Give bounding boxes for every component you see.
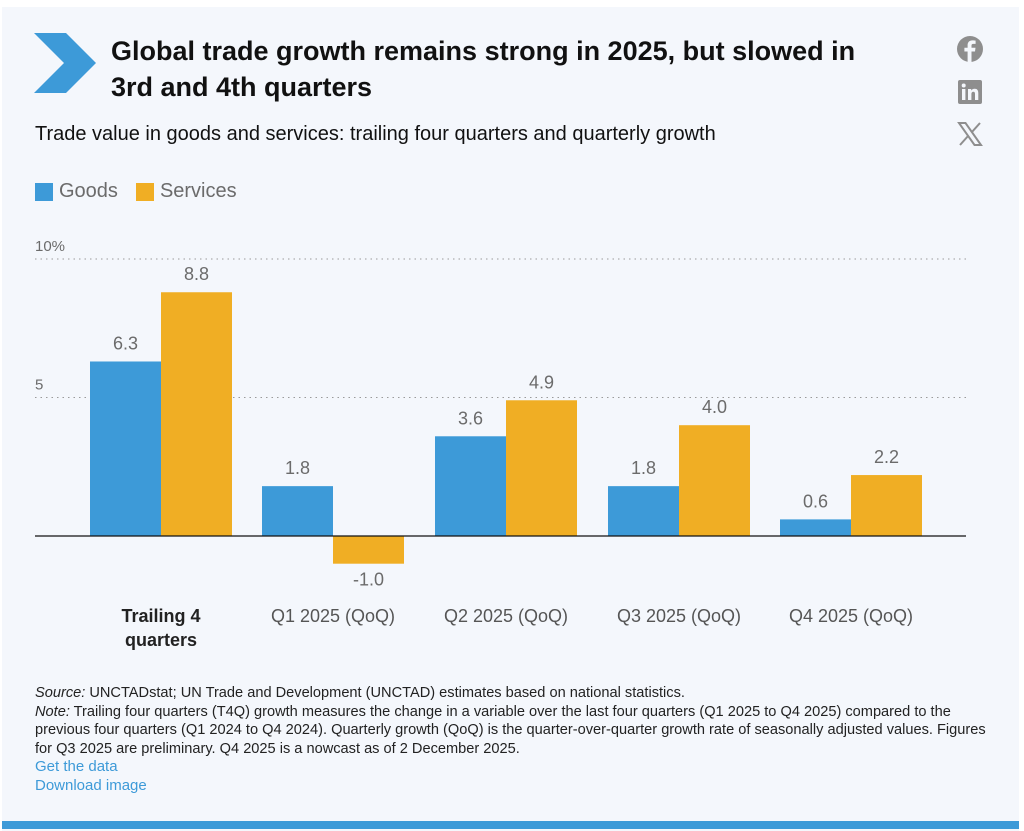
bar-goods-0[interactable] [90, 361, 161, 536]
bar-goods-1[interactable] [262, 486, 333, 536]
source-text: UNCTADstat; UN Trade and Development (UN… [85, 685, 685, 701]
legend-item-goods[interactable]: Goods [35, 180, 118, 203]
methodology-note: Note: Trailing four quarters (T4Q) growt… [35, 703, 995, 759]
bar-chart: 10% 5 6.3 1.8 3.6 1.8 0.6 8.8 -1.0 4.9 4.0 2.2 Trail… [35, 238, 966, 650]
legend-swatch-services [135, 182, 154, 201]
bar-services-4[interactable] [851, 475, 922, 536]
bar-services-1[interactable] [333, 536, 404, 564]
note-label: Note: [35, 703, 70, 720]
data-label-services-2: 4.9 [529, 372, 554, 392]
data-label-goods-2: 3.6 [458, 408, 483, 428]
x-category-label-4: Q4 2025 (QoQ) [789, 606, 913, 626]
chart-footer: Source: UNCTADstat; UN Trade and Develop… [35, 684, 995, 795]
source-note: Source: UNCTADstat; UN Trade and Develop… [35, 684, 995, 703]
note-text: Trailing four quarters (T4Q) growth meas… [35, 703, 986, 757]
bottom-accent-bar [2, 821, 1019, 829]
chart-title: Global trade growth remains strong in 20… [111, 36, 856, 102]
y-tick-label-10: 10% [35, 238, 65, 255]
data-label-services-4: 2.2 [874, 447, 899, 467]
bar-goods-2[interactable] [435, 436, 506, 536]
bar-goods-3[interactable] [608, 486, 679, 536]
data-label-goods-4: 0.6 [803, 491, 828, 511]
download-image-link[interactable]: Download image [35, 776, 147, 794]
linkedin-icon[interactable] [956, 78, 984, 106]
x-category-label-3: Q3 2025 (QoQ) [617, 606, 741, 626]
data-label-goods-1: 1.8 [285, 458, 310, 478]
chevron-right-icon [34, 33, 96, 93]
x-category-label-2: Q2 2025 (QoQ) [444, 606, 568, 626]
chart-subtitle: Trade value in goods and services: trail… [35, 123, 716, 145]
chart-legend: Goods Services [35, 180, 255, 203]
legend-label-goods: Goods [59, 180, 118, 202]
bar-services-3[interactable] [679, 425, 750, 536]
x-category-label-1: Q1 2025 (QoQ) [271, 606, 395, 626]
legend-label-services: Services [159, 180, 237, 202]
facebook-icon[interactable] [956, 35, 984, 63]
legend-item-services[interactable]: Services [135, 180, 237, 203]
data-label-services-1: -1.0 [353, 570, 384, 590]
data-label-services-0: 8.8 [184, 264, 209, 284]
data-label-goods-3: 1.8 [631, 458, 656, 478]
data-label-goods-0: 6.3 [113, 333, 138, 353]
legend-swatch-goods [35, 182, 53, 201]
bar-services-2[interactable] [506, 400, 577, 536]
y-tick-label-5: 5 [35, 377, 43, 394]
data-label-services-3: 4.0 [702, 397, 727, 417]
bar-services-0[interactable] [161, 292, 232, 536]
x-twitter-icon[interactable] [956, 120, 984, 148]
get-data-link[interactable]: Get the data [35, 758, 118, 775]
source-label: Source: [35, 685, 86, 701]
bar-goods-4[interactable] [780, 519, 851, 536]
x-category-label-0: Trailing 4 quarters [121, 606, 200, 650]
